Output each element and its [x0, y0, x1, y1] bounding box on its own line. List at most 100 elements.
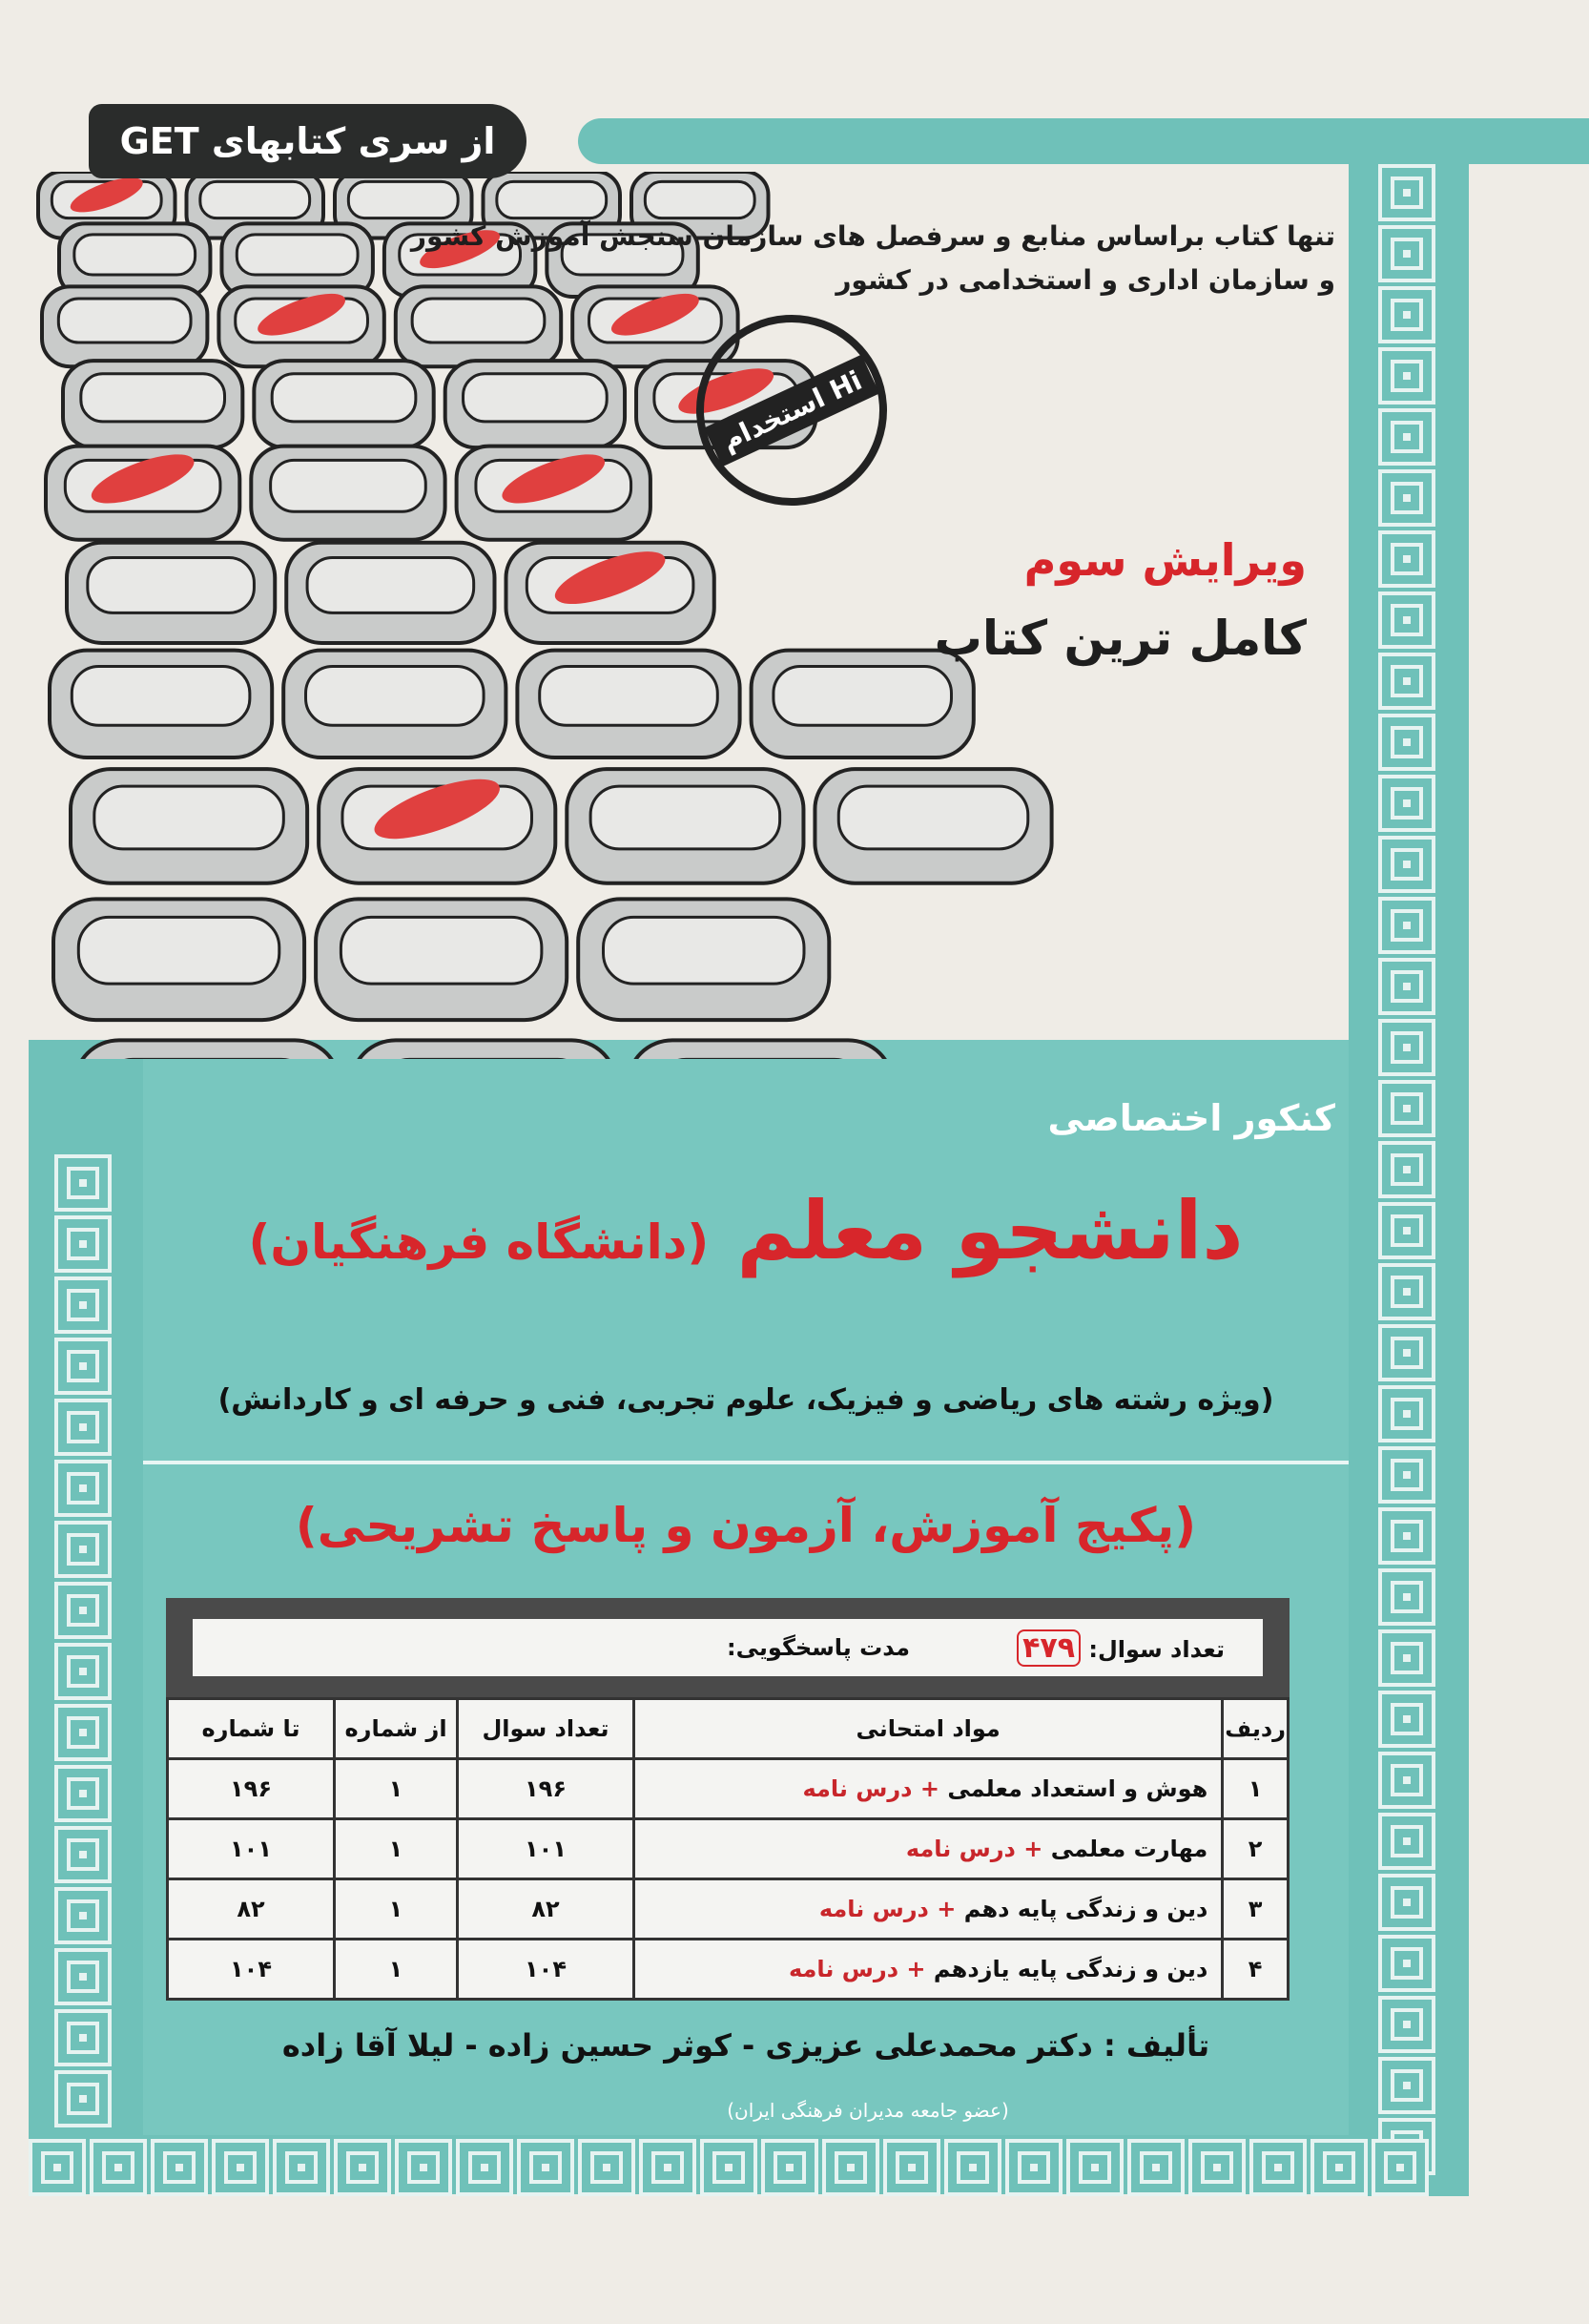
table-row: ۱ هوش و استعداد معلمی + درس نامه ۱۹۶ ۱ ۱…	[166, 1757, 1290, 1820]
pattern-tile	[700, 2139, 757, 2196]
pattern-tile	[54, 1582, 112, 1639]
pattern-tile	[334, 2139, 391, 2196]
table-header-box: تعداد سوال: ۴۷۹ مدت پاسخگویی:	[166, 1598, 1290, 1697]
can	[633, 1038, 887, 1059]
row-number: ۴	[1221, 1938, 1290, 2001]
col-subject: مواد امتحانی	[631, 1697, 1225, 1760]
pattern-tile	[1378, 1813, 1435, 1870]
pattern-tile	[1378, 1629, 1435, 1687]
row-to: ۸۲	[166, 1878, 336, 1940]
tagline: تنها کتاب براساس منابع و سرفصل های سازما…	[286, 215, 1335, 302]
pattern-tile	[54, 1338, 112, 1395]
can	[65, 540, 278, 645]
pattern-tile	[54, 1154, 112, 1212]
pattern-tile	[1378, 653, 1435, 710]
pattern-tile	[54, 1826, 112, 1883]
row-subject: مهارت معلمی + درس نامه	[631, 1817, 1225, 1880]
can	[629, 172, 771, 240]
can	[570, 284, 740, 369]
can	[443, 359, 628, 450]
pattern-tile	[578, 2139, 635, 2196]
pattern-tile	[1378, 164, 1435, 221]
red-fish	[678, 368, 774, 414]
pattern-tile	[944, 2139, 1001, 2196]
pattern-tile	[54, 1521, 112, 1578]
row-number: ۲	[1221, 1817, 1290, 1880]
table-header-row: ردیف مواد امتحانی تعداد سوال از شماره تا…	[166, 1697, 1290, 1760]
can	[382, 221, 538, 299]
can	[284, 540, 497, 645]
subject-suffix: + درس نامه	[905, 1836, 1043, 1862]
subject-text: مهارت معلمی	[1050, 1836, 1208, 1862]
can	[217, 284, 386, 369]
subject-text: دین و زندگی پایه یازدهم	[933, 1956, 1208, 1982]
pattern-tile	[54, 1704, 112, 1761]
subject-suffix: + درس نامه	[818, 1896, 957, 1922]
edition-label: ویرایش سوم	[1023, 534, 1307, 586]
pattern-tile	[1127, 2139, 1185, 2196]
pattern-tile	[639, 2139, 696, 2196]
pattern-tile	[273, 2139, 330, 2196]
pattern-tile	[883, 2139, 940, 2196]
pattern-tile	[1378, 347, 1435, 405]
left-pattern-border	[29, 1154, 141, 2137]
pattern-tile	[54, 1765, 112, 1822]
can	[504, 540, 716, 645]
pattern-tile	[1378, 714, 1435, 771]
col-count: تعداد سوال	[456, 1697, 635, 1760]
complete-label: کامل ترین کتاب	[934, 611, 1307, 666]
row-from: ۱	[333, 1757, 459, 1820]
top-teal-bar	[578, 118, 1589, 164]
red-fish	[91, 454, 195, 504]
subject-suffix: + درس نامه	[788, 1956, 926, 1982]
row-count: ۸۲	[456, 1878, 635, 1940]
pattern-tile	[1378, 408, 1435, 466]
pattern-tile	[1378, 1507, 1435, 1565]
pattern-tile	[1378, 897, 1435, 954]
book-title: دانشجو معلم (دانشگاه فرهنگیان)	[143, 1178, 1349, 1295]
red-fish	[70, 177, 143, 213]
can	[36, 172, 177, 240]
red-fish	[258, 293, 346, 336]
row-to: ۱۰۴	[166, 1938, 336, 2001]
pattern-tile	[1378, 1874, 1435, 1931]
pattern-tile	[822, 2139, 879, 2196]
red-fish	[554, 551, 666, 605]
exam-type: کنکور اختصاصی	[1047, 1097, 1335, 1139]
pattern-tile	[1378, 225, 1435, 282]
pattern-tile	[54, 2070, 112, 2127]
pattern-tile	[1249, 2139, 1307, 2196]
subject-text: هوش و استعداد معلمی	[947, 1775, 1208, 1802]
pattern-tile	[212, 2139, 269, 2196]
pattern-tile	[1378, 2057, 1435, 2114]
cans-illustration	[36, 172, 1054, 1059]
table-row: ۴ دین و زندگی پایه یازدهم + درس نامه ۱۰۴…	[166, 1938, 1290, 2001]
pattern-tile	[1378, 1996, 1435, 2053]
col-to: تا شماره	[166, 1697, 336, 1760]
col-row: ردیف	[1221, 1697, 1290, 1760]
title-main: دانشجو معلم	[736, 1184, 1244, 1277]
pattern-tile	[151, 2139, 208, 2196]
question-count-label: تعداد سوال:	[1088, 1635, 1225, 1663]
pattern-tile	[1378, 1080, 1435, 1137]
pattern-tile	[456, 2139, 513, 2196]
majors-subtitle: (ویژه رشته های ریاضی و فیزیک، علوم تجربی…	[217, 1383, 1274, 1417]
pattern-tile	[1378, 1752, 1435, 1809]
table-row: ۳ دین و زندگی پایه دهم + درس نامه ۸۲ ۱ ۸…	[166, 1878, 1290, 1940]
pattern-tile	[1378, 1141, 1435, 1198]
series-label: از سری کتابهای GET	[89, 104, 526, 178]
pattern-tile	[54, 1643, 112, 1700]
divider	[143, 1461, 1349, 1464]
table-row: ۲ مهارت معلمی + درس نامه ۱۰۱ ۱ ۱۰۱	[166, 1817, 1290, 1880]
pattern-tile	[1378, 1691, 1435, 1748]
pattern-tile	[1310, 2139, 1368, 2196]
pattern-tile	[1378, 286, 1435, 343]
can	[454, 444, 652, 542]
can	[52, 897, 307, 1023]
subject-text: دین و زندگی پایه دهم	[963, 1896, 1208, 1922]
red-fish	[502, 454, 606, 504]
pattern-tile	[1378, 530, 1435, 588]
can	[44, 444, 242, 542]
red-fish	[420, 230, 501, 269]
can	[393, 284, 564, 369]
